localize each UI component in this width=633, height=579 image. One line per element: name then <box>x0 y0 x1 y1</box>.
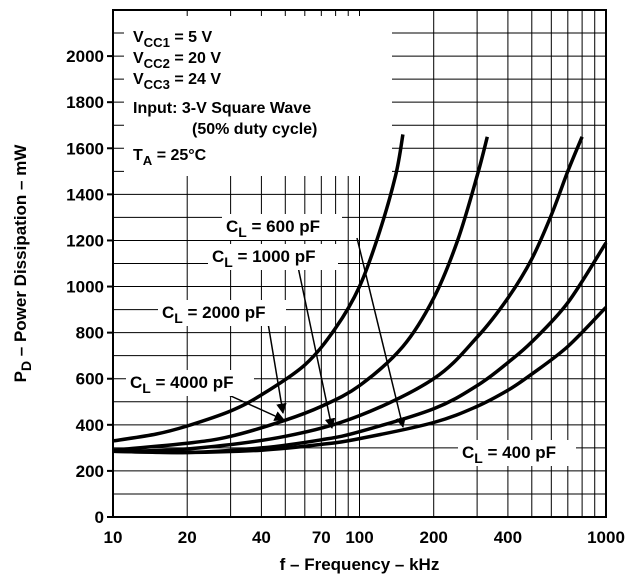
condition-line: VCC2 = 20 V <box>133 50 221 71</box>
series-label-background <box>458 440 576 466</box>
series-arrow <box>267 322 287 415</box>
x-tick-label: 1000 <box>587 528 625 547</box>
condition-line: (50% duty cycle) <box>192 121 317 138</box>
y-tick-label: 0 <box>95 508 104 527</box>
y-tick-label: 400 <box>76 416 104 435</box>
series-curve-4 <box>112 306 608 455</box>
conditions-background <box>124 16 392 176</box>
series-curve-0 <box>112 134 405 443</box>
series-label-background <box>208 244 338 270</box>
series-arrow <box>356 237 406 429</box>
series-curves <box>112 134 608 455</box>
series-curve-1 <box>112 136 489 452</box>
x-tick-label: 70 <box>312 528 331 547</box>
y-tick-label: 1400 <box>66 185 104 204</box>
y-tick-label: 1200 <box>66 231 104 250</box>
condition-line: VCC3 = 24 V <box>133 71 221 92</box>
x-tick-label: 200 <box>420 528 448 547</box>
y-tick-label: 1600 <box>66 139 104 158</box>
y-tick-label: 1800 <box>66 93 104 112</box>
series-label-background <box>158 300 286 326</box>
x-tick-label: 40 <box>252 528 271 547</box>
series-label: CL = 600 pF <box>226 217 320 240</box>
plot-frame <box>112 9 607 518</box>
condition-line: VCC1 = 5 V <box>133 29 212 50</box>
series-label: CL = 400 pF <box>462 443 556 466</box>
series-label-background <box>126 370 254 396</box>
y-tick-label: 800 <box>76 324 104 343</box>
series-arrow <box>221 391 285 421</box>
y-tick-label: 600 <box>76 370 104 389</box>
y-tick-label: 2000 <box>66 47 104 66</box>
x-tick-label: 400 <box>494 528 522 547</box>
tick-labels: 0 200 400 600 800 1000 1200 1400 1600 1800 2000 10 2… <box>66 47 625 547</box>
series-label: CL = 4000 pF <box>130 373 233 396</box>
condition-line: TA = 25°C <box>133 147 207 168</box>
series-label: CL = 1000 pF <box>212 247 315 270</box>
series-curve-2 <box>112 136 584 454</box>
series-labels: CL = 4000 pF CL = 2000 pF CL = 1000 pF CL =… <box>126 214 576 466</box>
series-arrow <box>296 261 336 430</box>
x-tick-label: 100 <box>345 528 373 547</box>
condition-line: Input: 3-V Square Wave <box>133 100 311 117</box>
y-tick-label: 200 <box>76 462 104 481</box>
y-axis-title: PD – Power Dissipation – mW <box>11 144 34 383</box>
y-tick-label: 1000 <box>66 278 104 297</box>
x-tick-label: 20 <box>178 528 197 547</box>
x-tick-label: 10 <box>104 528 123 547</box>
series-label: CL = 2000 pF <box>162 303 265 326</box>
series-label-background <box>222 214 342 240</box>
x-axis-title: f – Frequency – kHz <box>280 555 440 574</box>
